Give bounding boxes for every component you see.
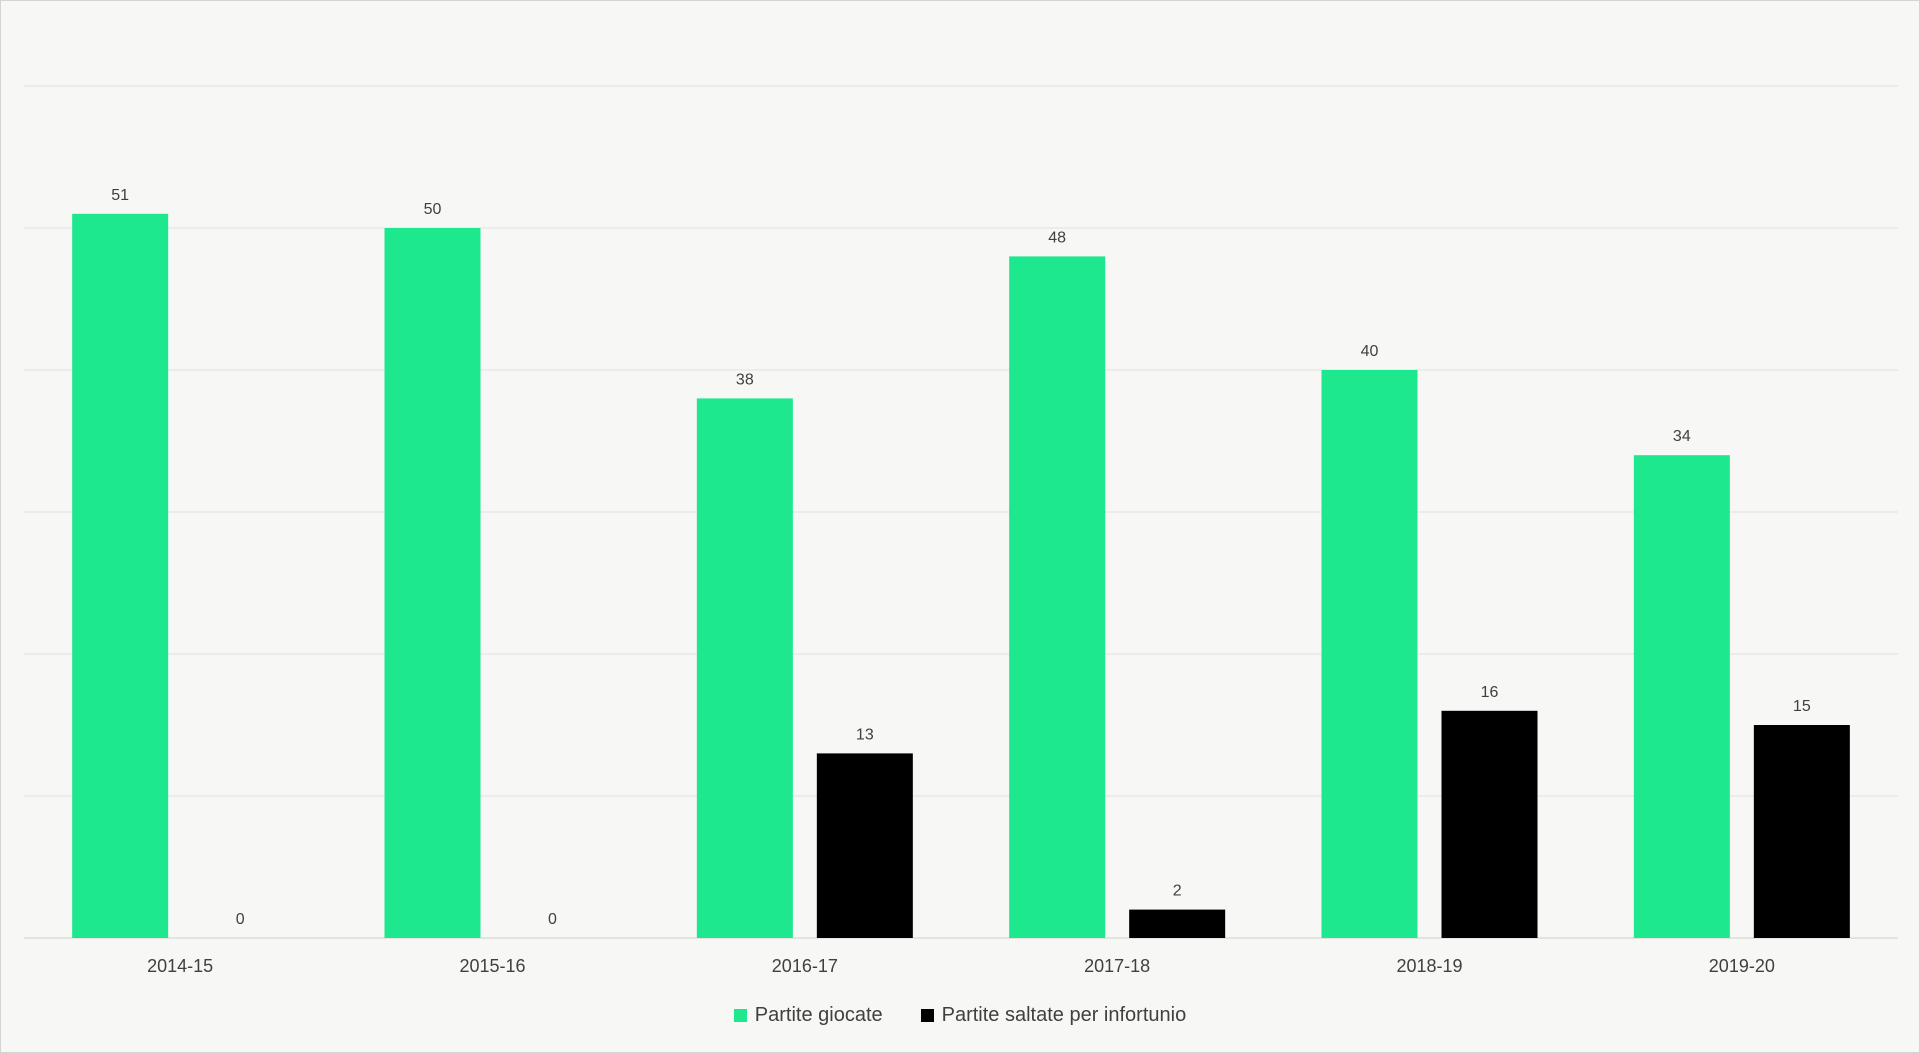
data-label-played-2018-19: 40 [1361,343,1379,360]
data-label-played-2019-20: 34 [1673,428,1691,445]
bar-played-2019-20 [1633,455,1730,938]
legend-item-missed: Partite saltate per infortunio [920,1004,1187,1027]
x-tick-label-2017-18: 2017-18 [1084,956,1150,976]
legend-label-played: Partite giocate [754,1004,883,1026]
data-label-missed-2016-17: 13 [856,726,874,743]
bar-missed-2019-20 [1753,725,1850,938]
gridlines [24,85,1898,939]
data-label-missed-2017-18: 2 [1173,883,1182,900]
x-tick-label-2016-17: 2016-17 [772,956,838,976]
x-tick-label-2018-19: 2018-19 [1396,956,1462,976]
x-tick-labels: 2014-15 2015-16 2016-17 2017-18 2018-19 2019-… [147,956,1775,976]
bar-chart: 51 0 50 0 38 13 48 2 40 16 34 15 2014-15 2015-16 2016… [24,85,1898,976]
data-label-missed-2019-20: 15 [1793,698,1811,715]
bar-missed-2017-18 [1129,909,1226,938]
legend-item-played: Partite giocate [733,1004,883,1027]
data-label-played-2015-16: 50 [424,201,442,218]
x-tick-label-2015-16: 2015-16 [459,956,525,976]
legend-swatch-played [733,1009,747,1022]
data-labels: 51 0 50 0 38 13 48 2 40 16 34 15 [111,187,1811,928]
bars [72,213,1850,939]
legend-swatch-missed [920,1009,934,1022]
bar-missed-2018-19 [1441,710,1538,938]
bar-played-2014-15 [72,213,169,939]
bar-played-2017-18 [1009,256,1106,938]
bar-played-2016-17 [696,398,793,938]
data-label-missed-2014-15: 0 [236,911,245,928]
data-label-played-2014-15: 51 [111,187,129,204]
bar-missed-2016-17 [816,753,913,938]
legend: Partite giocate Partite saltate per info… [0,1004,1920,1027]
bar-played-2015-16 [384,228,481,938]
data-label-missed-2018-19: 16 [1481,684,1499,701]
x-tick-label-2019-20: 2019-20 [1709,956,1775,976]
legend-label-missed: Partite saltate per infortunio [941,1004,1187,1026]
data-label-played-2017-18: 48 [1048,229,1066,246]
data-label-missed-2015-16: 0 [548,911,557,928]
data-label-played-2016-17: 38 [736,371,754,388]
x-tick-label-2014-15: 2014-15 [147,956,213,976]
bar-played-2018-19 [1321,370,1418,938]
